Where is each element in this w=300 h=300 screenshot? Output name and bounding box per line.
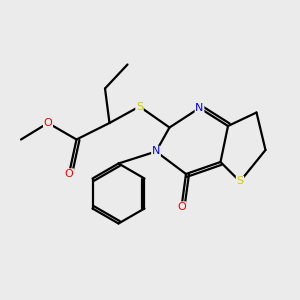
Text: O: O <box>177 202 186 212</box>
Text: S: S <box>136 101 143 112</box>
Text: O: O <box>44 118 52 128</box>
Text: O: O <box>64 169 74 179</box>
Text: S: S <box>236 176 244 187</box>
Text: N: N <box>195 103 204 113</box>
Text: N: N <box>152 146 160 157</box>
